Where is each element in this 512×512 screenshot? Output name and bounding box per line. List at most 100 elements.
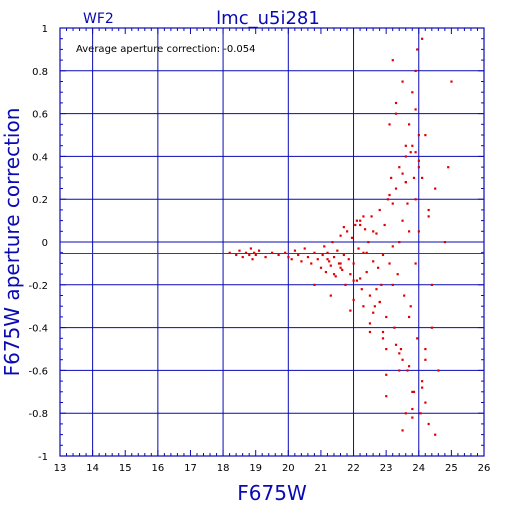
data-point — [277, 253, 280, 257]
data-point — [385, 395, 388, 398]
data-point — [409, 151, 412, 154]
x-tick-label: 13 — [54, 463, 67, 474]
data-point — [331, 241, 334, 244]
data-point — [370, 215, 373, 218]
data-point — [421, 37, 424, 40]
data-point — [319, 266, 323, 269]
y-tick-label: 0.2 — [32, 195, 48, 206]
data-point — [407, 365, 411, 368]
data-point — [391, 245, 394, 248]
data-point — [297, 253, 300, 257]
data-point — [381, 330, 385, 334]
data-point — [287, 255, 290, 259]
data-point — [362, 215, 365, 218]
data-point — [372, 311, 375, 314]
data-point — [359, 223, 362, 227]
data-point — [430, 283, 434, 286]
data-point — [416, 337, 419, 340]
data-point — [359, 219, 362, 222]
data-point — [352, 279, 355, 282]
data-point — [407, 230, 411, 233]
y-tick-label: 0.4 — [32, 152, 48, 163]
data-point — [381, 337, 385, 340]
data-point — [355, 279, 358, 282]
data-point — [412, 390, 416, 393]
x-tick-label: 25 — [445, 463, 458, 474]
data-point — [350, 236, 354, 239]
y-tick-label: 0.6 — [32, 110, 48, 121]
data-point — [411, 390, 414, 393]
data-point — [344, 283, 347, 286]
data-point — [290, 258, 293, 261]
data-point — [251, 258, 254, 261]
data-point — [352, 298, 355, 301]
data-point — [365, 251, 368, 254]
data-point — [421, 386, 424, 389]
y-axis-title: F675W aperture correction — [0, 108, 24, 377]
data-point — [313, 283, 316, 286]
y-tick-labels: -1 -0.8 -0.6 -0.4 -0.2 0 0.2 0.4 0.6 0.8 1 — [28, 24, 48, 463]
chart-title: lmc_u5i281 — [216, 8, 320, 29]
data-point — [357, 247, 360, 250]
data-point — [403, 294, 406, 297]
data-point — [363, 228, 367, 231]
data-point — [339, 266, 342, 269]
axis-ticks — [59, 27, 485, 457]
y-tick-label: 0 — [42, 238, 48, 249]
data-point — [394, 112, 398, 115]
x-axis-title: F675W — [237, 481, 307, 505]
data-point — [339, 234, 342, 237]
data-point — [244, 251, 248, 254]
data-point — [310, 262, 313, 265]
data-point — [303, 247, 306, 250]
data-point — [336, 249, 339, 252]
y-tick-label: -1 — [38, 452, 48, 463]
data-point — [355, 219, 358, 222]
data-point — [264, 255, 267, 259]
data-point — [329, 294, 332, 297]
data-point — [437, 369, 440, 372]
data-point — [404, 155, 407, 158]
data-point — [385, 315, 388, 319]
data-point — [341, 268, 344, 272]
x-tick-label: 18 — [217, 463, 230, 474]
data-point — [414, 108, 417, 111]
data-point — [347, 258, 350, 261]
data-point — [404, 181, 407, 184]
data-point — [394, 101, 398, 105]
data-point — [372, 230, 375, 233]
data-point — [411, 91, 414, 94]
data-point — [407, 123, 411, 126]
data-point — [424, 348, 427, 351]
data-point — [414, 198, 417, 201]
x-tick-label: 14 — [86, 463, 99, 474]
data-point — [380, 283, 383, 286]
data-point — [391, 283, 394, 286]
data-point — [391, 202, 394, 205]
data-point — [393, 326, 396, 329]
data-point — [367, 241, 370, 244]
data-point — [404, 144, 407, 147]
data-point — [424, 401, 427, 404]
data-point — [399, 348, 403, 351]
data-point — [271, 251, 274, 254]
data-point — [404, 412, 407, 415]
data-point — [398, 369, 401, 372]
x-tick-label: 22 — [347, 463, 360, 474]
x-tick-label: 26 — [478, 463, 491, 474]
data-point — [235, 253, 238, 257]
data-point — [365, 270, 368, 274]
data-point — [414, 262, 417, 265]
x-tick-labels: 13 14 15 16 17 18 19 20 21 22 23 24 25 26 — [54, 463, 491, 474]
data-point — [352, 262, 355, 265]
data-point — [421, 380, 424, 383]
data-point — [430, 326, 434, 329]
data-point — [391, 59, 394, 62]
data-point — [406, 202, 409, 205]
data-point — [342, 226, 345, 229]
data-point — [360, 288, 363, 291]
x-tick-label: 15 — [119, 463, 132, 474]
data-point — [342, 253, 345, 257]
data-point — [414, 151, 417, 154]
